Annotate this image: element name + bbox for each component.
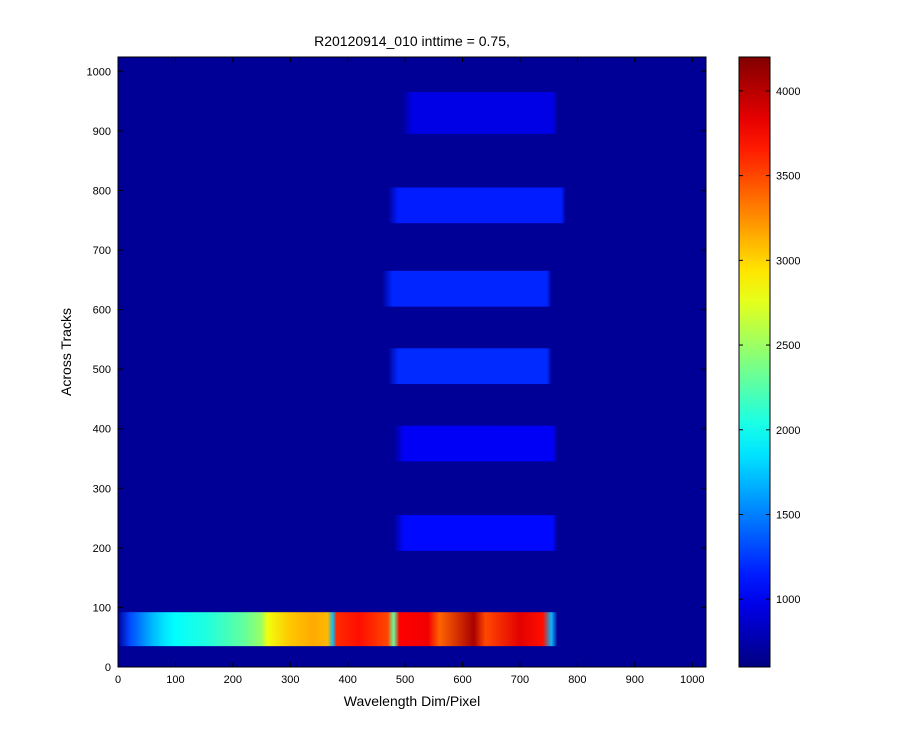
x-axis-label: Wavelength Dim/Pixel (344, 693, 480, 709)
y-tick-label: 600 (93, 305, 111, 317)
spectrum-band (382, 270, 552, 307)
spectrum-band (118, 612, 558, 647)
x-tick-label: 900 (626, 674, 644, 686)
y-tick-label: 700 (93, 245, 111, 257)
heatmap-bands (118, 92, 566, 647)
axis-ticks: 0 100 200 300 400 500 600 700 800 900 1000 0 100 200 3… (87, 57, 706, 686)
colorbar (738, 56, 771, 668)
colorbar-tick-label: 2500 (776, 340, 800, 352)
x-tick-label: 800 (568, 674, 586, 686)
x-tick-label: 100 (166, 674, 184, 686)
x-tick-label: 400 (339, 674, 357, 686)
colorbar-tick-label: 1000 (776, 594, 800, 606)
y-tick-label: 400 (93, 424, 111, 436)
colorbar-tick-label: 4000 (776, 86, 800, 98)
colorbar-tick-label: 2000 (776, 425, 800, 437)
x-tick-label: 0 (115, 674, 121, 686)
spectrum-band (387, 187, 566, 224)
spectrum-band (393, 425, 558, 462)
y-tick-label: 200 (93, 543, 111, 555)
spectrum-band (402, 92, 558, 134)
y-tick-label: 1000 (87, 66, 111, 78)
y-tick-label: 500 (93, 364, 111, 376)
x-tick-label: 700 (511, 674, 529, 686)
y-axis-label: Across Tracks (58, 308, 74, 396)
x-tick-label: 200 (224, 674, 242, 686)
spectrum-band (387, 348, 552, 385)
y-tick-label: 0 (105, 662, 111, 674)
x-tick-label: 500 (396, 674, 414, 686)
y-tick-label: 800 (93, 185, 111, 197)
spectrum-band (393, 515, 558, 551)
x-tick-label: 1000 (680, 674, 704, 686)
plot-frame (117, 56, 707, 668)
x-tick-label: 300 (281, 674, 299, 686)
colorbar-tick-label: 3500 (776, 171, 800, 183)
x-tick-label: 600 (453, 674, 471, 686)
chart-title: R20120914_010 inttime = 0.75, (314, 33, 510, 49)
y-tick-label: 100 (93, 602, 111, 614)
colorbar-tick-label: 1500 (776, 510, 800, 522)
colorbar-ticks: 1000 1500 2000 2500 3000 3500 4000 (739, 86, 800, 606)
colorbar-tick-label: 3000 (776, 255, 800, 267)
y-tick-label: 300 (93, 483, 111, 495)
y-tick-label: 900 (93, 126, 111, 138)
